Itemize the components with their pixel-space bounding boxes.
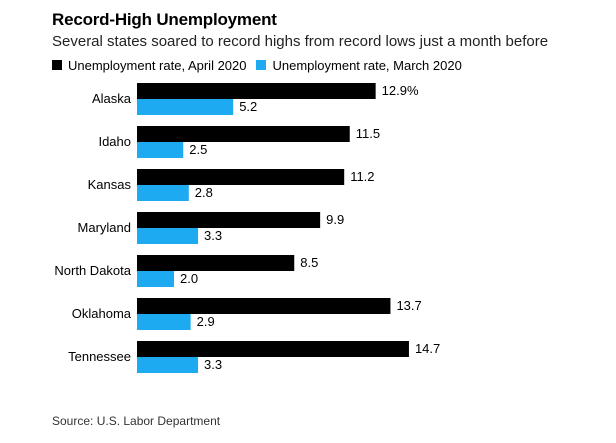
category-label-kansas: Kansas <box>88 177 132 192</box>
value-label-april-oklahoma: 13.7 <box>396 298 421 313</box>
value-label-april-tennessee: 14.7 <box>415 341 440 356</box>
bar-march-alaska <box>137 99 234 115</box>
value-label-march-alaska: 5.2 <box>239 99 257 114</box>
category-label-tennessee: Tennessee <box>68 349 131 364</box>
value-label-april-kansas: 11.2 <box>350 169 374 184</box>
legend-label-march: Unemployment rate, March 2020 <box>272 57 462 73</box>
value-label-march-idaho: 2.5 <box>189 142 207 157</box>
value-label-april-north-dakota: 8.5 <box>300 255 318 270</box>
bar-march-idaho <box>137 142 184 158</box>
category-label-north-dakota: North Dakota <box>54 263 131 278</box>
bar-april-maryland <box>137 212 321 228</box>
category-label-alaska: Alaska <box>92 91 132 106</box>
source-note: Source: U.S. Labor Department <box>52 414 221 428</box>
bar-april-tennessee <box>137 341 409 357</box>
bar-april-idaho <box>137 126 350 142</box>
bar-march-oklahoma <box>137 314 191 330</box>
legend-label-april: Unemployment rate, April 2020 <box>68 57 247 73</box>
value-label-march-tennessee: 3.3 <box>204 357 222 372</box>
bar-april-oklahoma <box>137 298 391 314</box>
category-label-idaho: Idaho <box>98 134 131 149</box>
legend-swatch-march <box>256 60 267 70</box>
value-label-march-north-dakota: 2.0 <box>180 271 198 286</box>
value-label-march-oklahoma: 2.9 <box>197 314 215 329</box>
chart-legend: Unemployment rate, April 2020 Unemployme… <box>52 57 472 73</box>
value-label-march-kansas: 2.8 <box>195 185 213 200</box>
bar-april-kansas <box>137 169 345 185</box>
legend-swatch-april <box>52 60 62 70</box>
legend-item-april: Unemployment rate, April 2020 <box>52 58 246 73</box>
legend-item-march: Unemployment rate, March 2020 <box>256 57 462 73</box>
category-label-maryland: Maryland <box>78 220 131 235</box>
chart-title: Record-High Unemployment <box>52 10 277 29</box>
value-label-april-alaska: 12.9% <box>382 83 419 98</box>
category-label-oklahoma: Oklahoma <box>72 306 132 321</box>
bar-april-alaska <box>137 83 376 99</box>
value-label-april-maryland: 9.9 <box>326 212 344 227</box>
bar-march-tennessee <box>137 357 199 373</box>
value-label-april-idaho: 11.5 <box>356 126 380 141</box>
bar-april-north-dakota <box>137 255 295 271</box>
bar-march-maryland <box>137 228 199 244</box>
bar-march-kansas <box>137 185 189 201</box>
chart-subtitle: Several states soared to record highs fr… <box>52 33 549 50</box>
value-label-march-maryland: 3.3 <box>204 228 222 243</box>
bar-march-north-dakota <box>137 271 174 287</box>
